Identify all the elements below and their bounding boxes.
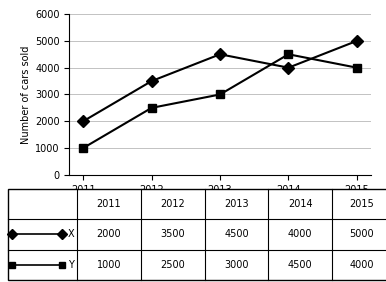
- Text: 2014: 2014: [288, 199, 312, 209]
- Text: 4500: 4500: [224, 229, 249, 239]
- Text: 4500: 4500: [288, 260, 312, 270]
- Y: [286, 53, 291, 56]
- Text: 4000: 4000: [288, 229, 312, 239]
- Y: [355, 66, 359, 69]
- X: [218, 53, 222, 56]
- X: [149, 80, 154, 83]
- Line: Y: Y: [79, 50, 361, 152]
- Y: [218, 93, 222, 96]
- X: [286, 66, 291, 69]
- Text: 3000: 3000: [224, 260, 249, 270]
- Text: 3500: 3500: [161, 229, 185, 239]
- Line: X: X: [79, 37, 361, 125]
- Y-axis label: Number of cars sold: Number of cars sold: [21, 45, 31, 144]
- Text: 2500: 2500: [160, 260, 185, 270]
- Text: 2013: 2013: [224, 199, 249, 209]
- Text: 2012: 2012: [160, 199, 185, 209]
- Y: [81, 146, 85, 150]
- X: [81, 120, 85, 123]
- Text: Y: Y: [68, 260, 73, 270]
- Text: 4000: 4000: [350, 260, 374, 270]
- X: [355, 39, 359, 43]
- Y: [149, 106, 154, 110]
- Text: 2011: 2011: [97, 199, 121, 209]
- Text: 2000: 2000: [97, 229, 121, 239]
- Bar: [8, 189, 386, 280]
- Text: X: X: [68, 229, 74, 239]
- Text: 1000: 1000: [97, 260, 121, 270]
- Text: 2015: 2015: [349, 199, 374, 209]
- Text: 5000: 5000: [350, 229, 374, 239]
